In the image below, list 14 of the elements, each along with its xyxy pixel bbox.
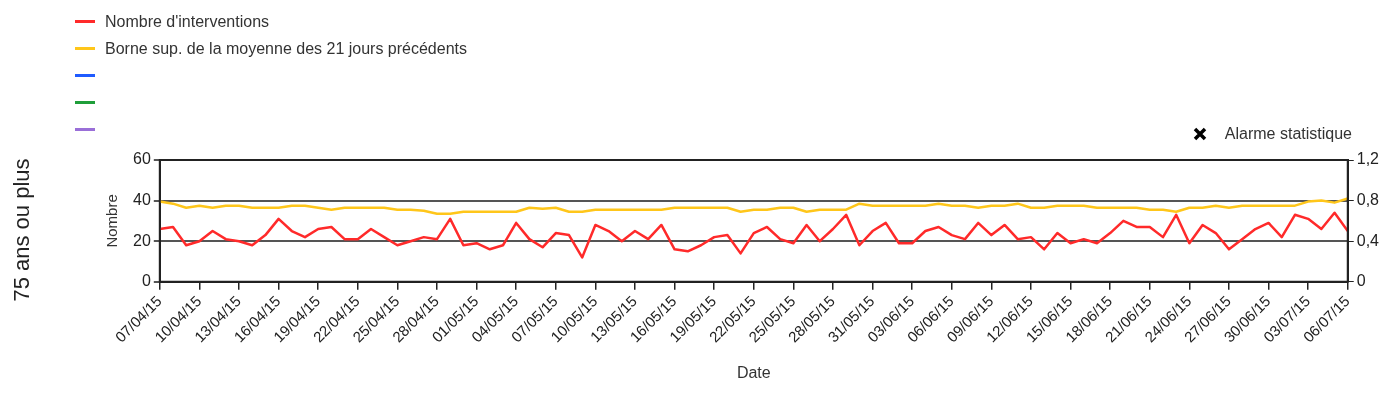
y2-tick-label: 0,4 — [1356, 231, 1380, 249]
y2-tick-label: 0 — [1356, 272, 1366, 290]
y2-tick-label: 1,2 — [1356, 150, 1380, 168]
text: 75 ans ou plus — [9, 158, 35, 302]
x-axis-title: Date — [736, 363, 771, 381]
y-tick-label: 60 — [133, 150, 151, 168]
y-tick-label: 0 — [141, 272, 151, 290]
y-tick-label: 40 — [133, 191, 151, 208]
y-axis-title: Nombre — [103, 194, 121, 248]
y2-tick-label: 0,8 — [1356, 191, 1380, 208]
legend-label: Borne sup. de la moyenne des 21 jours précédents — [105, 39, 468, 58]
legend-label: Nombre d'interventions — [105, 12, 270, 31]
y-tick-label: 20 — [133, 231, 151, 249]
legend-label: Alarme statistique — [1224, 124, 1352, 143]
